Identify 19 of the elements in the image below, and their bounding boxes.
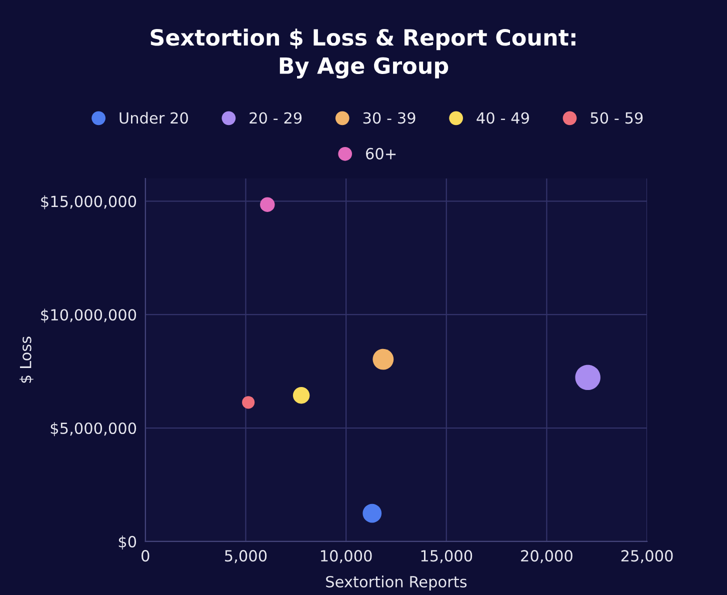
- chart-title: Sextortion $ Loss & Report Count: By Age Group: [150, 28, 576, 79]
- y-tick-label: $0: [118, 536, 136, 550]
- x-tick-label: 5,000: [225, 550, 267, 564]
- x-tick-label: 0: [142, 550, 150, 562]
- x-tick-label: 10,000: [321, 550, 372, 564]
- x-tick-label: 20,000: [521, 550, 572, 564]
- y-tick-label: $15,000,000: [41, 195, 136, 210]
- legend-label: Under 20: [120, 112, 188, 124]
- y-tick-label: $10,000,000: [41, 308, 136, 323]
- legend-label: 60+: [366, 148, 396, 160]
- x-tick-label: 25,000: [621, 550, 673, 564]
- x-axis-title: Sextortion Reports: [326, 576, 467, 590]
- y-axis-title: $ Loss: [20, 336, 34, 383]
- legend-label: 30 - 39: [363, 112, 416, 124]
- y-tick-label: $5,000,000: [50, 422, 136, 436]
- x-tick-label: 15,000: [421, 550, 472, 564]
- legend-label: 20 - 29: [250, 112, 302, 124]
- legend-label: 40 - 49: [476, 112, 529, 124]
- legend-label: 50 - 59: [590, 112, 643, 124]
